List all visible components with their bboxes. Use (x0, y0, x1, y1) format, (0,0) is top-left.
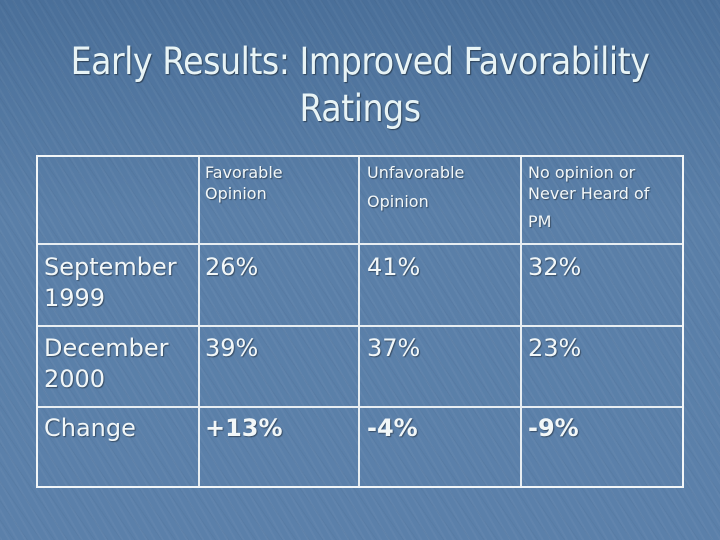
slide-title: Early Results: Improved Favorability Rat… (0, 38, 720, 132)
header-unfavorable-opinion: Unfavorable Opinion (367, 162, 464, 212)
header-text: Opinion (205, 184, 267, 203)
header-favorable-opinion: Favorable Opinion (205, 162, 283, 204)
row-label-text: Change (44, 414, 136, 442)
row-label-text: September (44, 253, 177, 281)
header-text: Unfavorable (367, 163, 465, 182)
column-divider (198, 157, 200, 486)
slide-title-line-2: Ratings (299, 87, 421, 130)
cell-change-favorable: +13% (205, 414, 283, 442)
row-label-september-1999: September 1999 (44, 252, 177, 314)
cell-sep1999-no-opinion: 32% (528, 253, 582, 281)
row-divider (38, 325, 682, 327)
row-label-change: Change (44, 413, 136, 444)
row-label-december-2000: December 2000 (44, 333, 168, 395)
header-text: Never Heard of (528, 184, 650, 203)
column-divider (520, 157, 522, 486)
cell-dec2000-no-opinion: 23% (528, 334, 582, 362)
row-divider (38, 406, 682, 408)
row-label-text: December (44, 334, 169, 362)
header-text: Favorable (205, 163, 283, 182)
row-label-text: 2000 (44, 365, 106, 393)
header-no-opinion: No opinion or Never Heard of PM (528, 162, 649, 232)
cell-sep1999-unfavorable: 41% (367, 253, 421, 281)
header-text: Opinion (367, 192, 429, 211)
slide-title-line-1: Early Results: Improved Favorability (70, 40, 650, 83)
row-label-text: 1999 (44, 284, 106, 312)
cell-change-unfavorable: -4% (367, 414, 418, 442)
header-text: No opinion or (528, 163, 636, 182)
cell-dec2000-unfavorable: 37% (367, 334, 421, 362)
column-divider (358, 157, 360, 486)
row-divider (38, 243, 682, 245)
cell-sep1999-favorable: 26% (205, 253, 259, 281)
cell-dec2000-favorable: 39% (205, 334, 259, 362)
header-text: PM (528, 212, 552, 231)
favorability-table: Favorable Opinion Unfavorable Opinion No… (36, 155, 684, 488)
cell-change-no-opinion: -9% (528, 414, 579, 442)
